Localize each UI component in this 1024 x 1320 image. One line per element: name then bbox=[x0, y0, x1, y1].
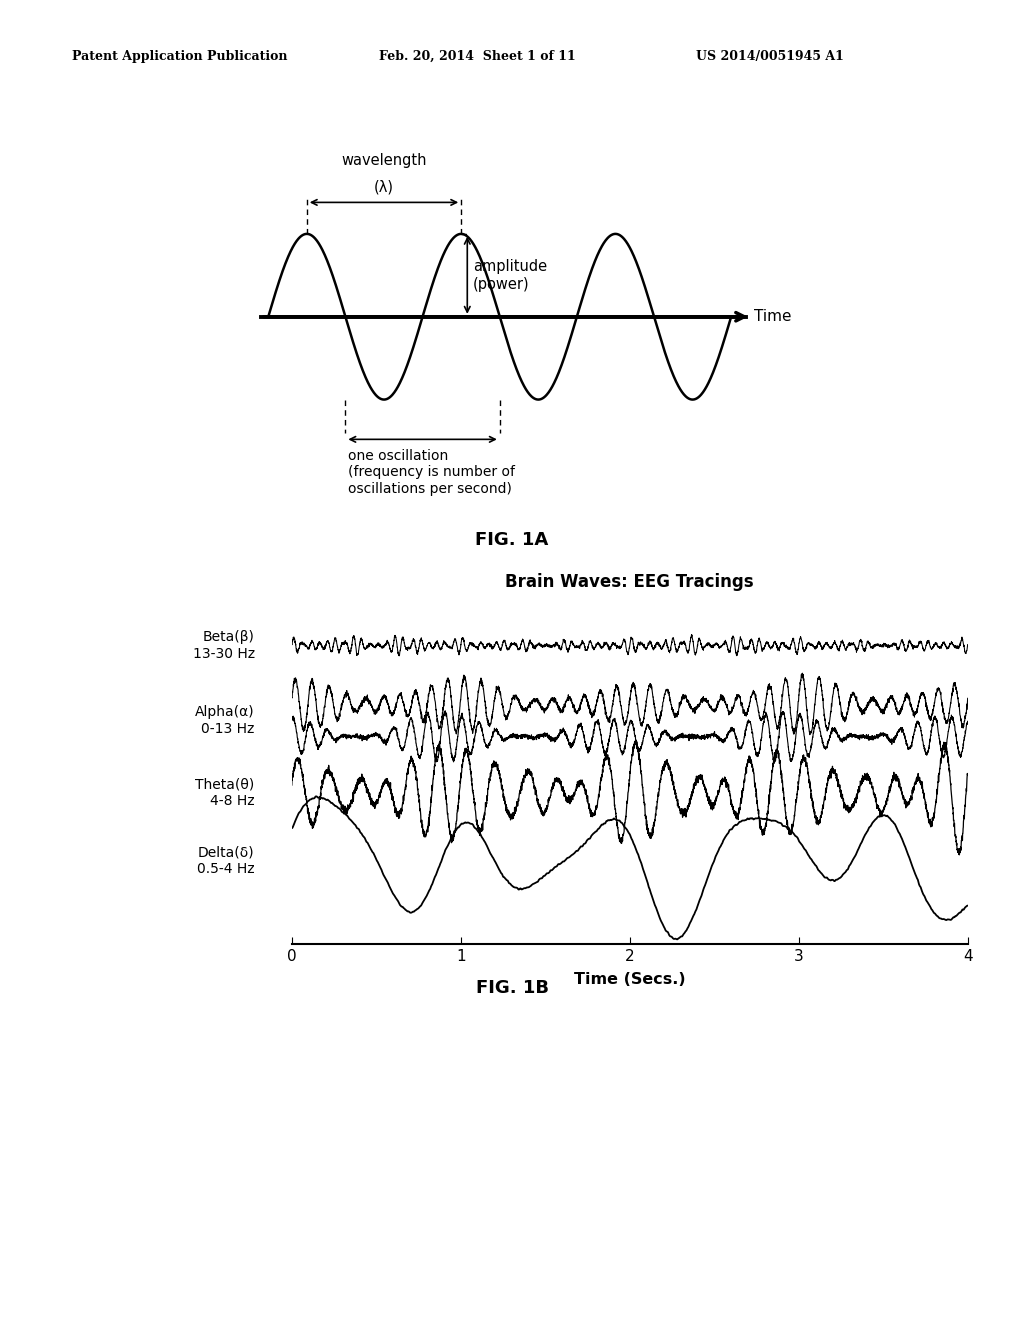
Text: Alpha(α)
0-13 Hz: Alpha(α) 0-13 Hz bbox=[195, 705, 255, 735]
Text: Delta(δ)
0.5-4 Hz: Delta(δ) 0.5-4 Hz bbox=[197, 845, 255, 875]
Text: Patent Application Publication: Patent Application Publication bbox=[72, 50, 287, 63]
Text: Time: Time bbox=[755, 309, 792, 325]
Text: Feb. 20, 2014  Sheet 1 of 11: Feb. 20, 2014 Sheet 1 of 11 bbox=[379, 50, 575, 63]
Title: Brain Waves: EEG Tracings: Brain Waves: EEG Tracings bbox=[506, 573, 754, 591]
Text: one oscillation
(frequency is number of
oscillations per second): one oscillation (frequency is number of … bbox=[348, 449, 515, 496]
Text: FIG. 1A: FIG. 1A bbox=[475, 531, 549, 549]
Text: (λ): (λ) bbox=[374, 180, 394, 194]
Text: Theta(θ)
4-8 Hz: Theta(θ) 4-8 Hz bbox=[196, 777, 255, 808]
Text: FIG. 1B: FIG. 1B bbox=[475, 978, 549, 997]
Text: amplitude
(power): amplitude (power) bbox=[473, 259, 547, 292]
Text: wavelength: wavelength bbox=[341, 153, 427, 168]
X-axis label: Time (Secs.): Time (Secs.) bbox=[573, 972, 686, 987]
Text: US 2014/0051945 A1: US 2014/0051945 A1 bbox=[696, 50, 844, 63]
Text: Beta(β)
13-30 Hz: Beta(β) 13-30 Hz bbox=[193, 631, 255, 660]
